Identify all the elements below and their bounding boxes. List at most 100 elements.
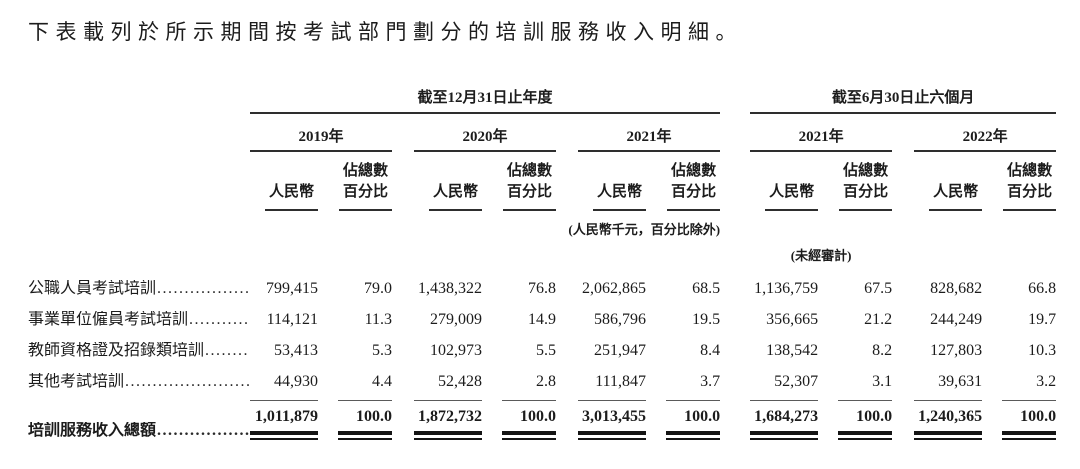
col-header-pct-line1: 佔總數 xyxy=(342,163,388,180)
cell-value: 11.3 xyxy=(364,310,392,328)
col-header-rmb: 人民幣 xyxy=(578,151,646,211)
spacer xyxy=(482,151,502,211)
cell-value: 67.5 xyxy=(864,279,893,297)
col-header-pct-line1: 佔總數 xyxy=(1007,163,1053,180)
spacer xyxy=(982,267,1002,298)
spacer xyxy=(392,298,414,329)
spacer xyxy=(982,400,1002,440)
col-header-pct-line2: 百分比 xyxy=(506,183,552,200)
spacer xyxy=(720,86,750,113)
spacer xyxy=(318,360,338,401)
dot-leader: ...................................... xyxy=(125,373,250,391)
cell-value: 76.8 xyxy=(528,279,556,297)
spacer xyxy=(318,298,338,329)
table-row-public-institution-training: 事業單位僱員考試培訓..............................… xyxy=(28,298,1056,329)
spacer xyxy=(892,400,914,440)
spacer xyxy=(482,298,502,329)
cell-value: 39,631 xyxy=(938,372,983,390)
spacer xyxy=(892,238,1056,267)
spacer xyxy=(28,211,414,238)
spacer xyxy=(556,400,578,440)
spacer xyxy=(646,360,666,401)
spacer xyxy=(720,329,750,360)
cell-value: 19.5 xyxy=(692,310,721,328)
double-rule xyxy=(250,430,318,440)
spacer xyxy=(720,113,750,151)
cell-value: 279,009 xyxy=(430,310,482,328)
spacer xyxy=(28,151,250,211)
cell-value: 8.4 xyxy=(700,341,721,359)
cell-value: 138,542 xyxy=(766,341,819,359)
cell-value: 8.2 xyxy=(872,341,893,359)
year-header-2021-6m: 2021年 xyxy=(750,113,893,153)
spacer xyxy=(646,329,666,360)
spacer xyxy=(720,267,750,298)
total-cell: 100.0 xyxy=(838,399,893,440)
col-header-pct-line2: 百分比 xyxy=(843,183,889,200)
col-header-pct-line1: 佔總數 xyxy=(506,163,552,180)
double-rule xyxy=(750,430,819,440)
spacer xyxy=(646,400,666,440)
spacer xyxy=(892,360,914,401)
col-header-pct: 佔總數 百分比 xyxy=(666,151,721,211)
row-label: 事業單位僱員考試培訓..............................… xyxy=(28,298,250,329)
total-cell: 1,872,732 xyxy=(414,399,482,440)
cell-value: 4.4 xyxy=(372,372,392,390)
total-cell: 100.0 xyxy=(338,399,392,440)
total-cell: 1,240,365 xyxy=(914,399,983,440)
spacer xyxy=(28,86,250,113)
spacer xyxy=(392,329,414,360)
year-header-row: 2019年 2020年 2021年 2021年 2022年 xyxy=(28,113,1057,153)
cell-value: 3.1 xyxy=(872,372,893,390)
row-label: 教師資格證及招錄類培訓.............................… xyxy=(28,329,250,360)
dot-leader: ...................................... xyxy=(205,341,250,359)
spacer xyxy=(720,400,750,440)
period-header-row: 截至12月31日止年度 截至6月30日止六個月 xyxy=(28,86,1057,115)
spacer xyxy=(556,151,578,211)
row-label-text: 教師資格證及招錄類培訓 xyxy=(28,341,205,359)
spacer xyxy=(818,329,838,360)
col-header-pct-line2: 百分比 xyxy=(342,183,388,200)
col-header-rmb: 人民幣 xyxy=(914,151,983,211)
col-header-pct: 佔總數 百分比 xyxy=(1002,151,1057,211)
cell-value: 586,796 xyxy=(594,310,646,328)
spacer xyxy=(646,298,666,329)
spacer xyxy=(556,360,578,401)
col-header-rmb: 人民幣 xyxy=(750,151,819,211)
spacer xyxy=(720,298,750,329)
double-rule xyxy=(338,430,392,440)
cell-value: 799,415 xyxy=(266,279,318,297)
col-header-pct: 佔總數 百分比 xyxy=(338,151,392,211)
spacer xyxy=(892,267,914,298)
col-header-pct-line1: 佔總數 xyxy=(843,163,889,180)
cell-value: 44,930 xyxy=(274,372,318,390)
spacer xyxy=(318,329,338,360)
col-header-pct-line2: 百分比 xyxy=(1007,183,1053,200)
unaudited-note: (未經審計) xyxy=(790,247,852,263)
cell-value: 14.9 xyxy=(528,310,556,328)
cell-value: 356,665 xyxy=(766,310,819,328)
unaudited-note-row: (未經審計) xyxy=(28,238,1056,267)
cell-value: 127,803 xyxy=(930,341,983,359)
spacer xyxy=(720,211,1056,238)
spacer xyxy=(818,298,838,329)
year-header-2021: 2021年 xyxy=(578,113,721,153)
col-header-pct-line1: 佔總數 xyxy=(671,163,717,180)
cell-value: 52,307 xyxy=(774,372,819,390)
col-header-pct: 佔總數 百分比 xyxy=(838,151,893,211)
row-label-text: 公職人員考試培訓 xyxy=(28,279,157,297)
cell-value: 828,682 xyxy=(930,279,983,297)
cell-value: 21.2 xyxy=(864,310,893,328)
double-rule xyxy=(914,430,983,440)
double-rule xyxy=(414,430,482,440)
table-row-other-exam-training: 其他考試培訓..................................… xyxy=(28,360,1056,401)
spacer xyxy=(892,329,914,360)
column-header-row: 人民幣 佔總數 百分比 人民幣 佔總數 百分比 人民幣 佔總數 百分比 人民幣 佔總數… xyxy=(28,151,1057,211)
row-label: 其他考試培訓..................................… xyxy=(28,360,250,401)
col-header-pct-line2: 百分比 xyxy=(671,183,717,200)
spacer xyxy=(818,267,838,298)
spacer xyxy=(646,151,666,211)
spacer xyxy=(982,329,1002,360)
spacer xyxy=(556,298,578,329)
dot-leader: ...................................... xyxy=(189,310,250,328)
